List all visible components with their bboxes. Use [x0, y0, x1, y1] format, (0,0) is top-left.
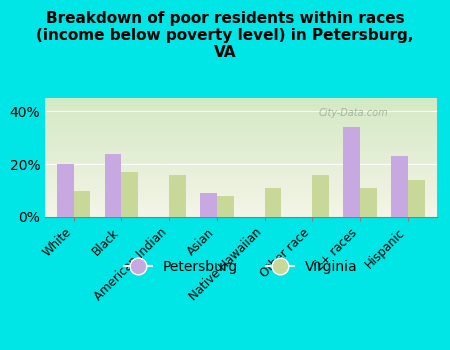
- Bar: [391, 156, 408, 217]
- Bar: [343, 127, 360, 217]
- Legend: Petersburg, Virginia: Petersburg, Virginia: [118, 254, 363, 279]
- Bar: [360, 188, 377, 217]
- Bar: [312, 175, 329, 217]
- Bar: [74, 190, 90, 217]
- Bar: [265, 188, 281, 217]
- Bar: [105, 154, 122, 217]
- Text: Breakdown of poor residents within races
(income below poverty level) in Petersb: Breakdown of poor residents within races…: [36, 10, 414, 60]
- Bar: [122, 172, 138, 217]
- Bar: [200, 193, 217, 217]
- Bar: [169, 175, 186, 217]
- Text: City-Data.com: City-Data.com: [319, 107, 389, 118]
- Bar: [57, 164, 74, 217]
- Bar: [408, 180, 424, 217]
- Bar: [217, 196, 234, 217]
